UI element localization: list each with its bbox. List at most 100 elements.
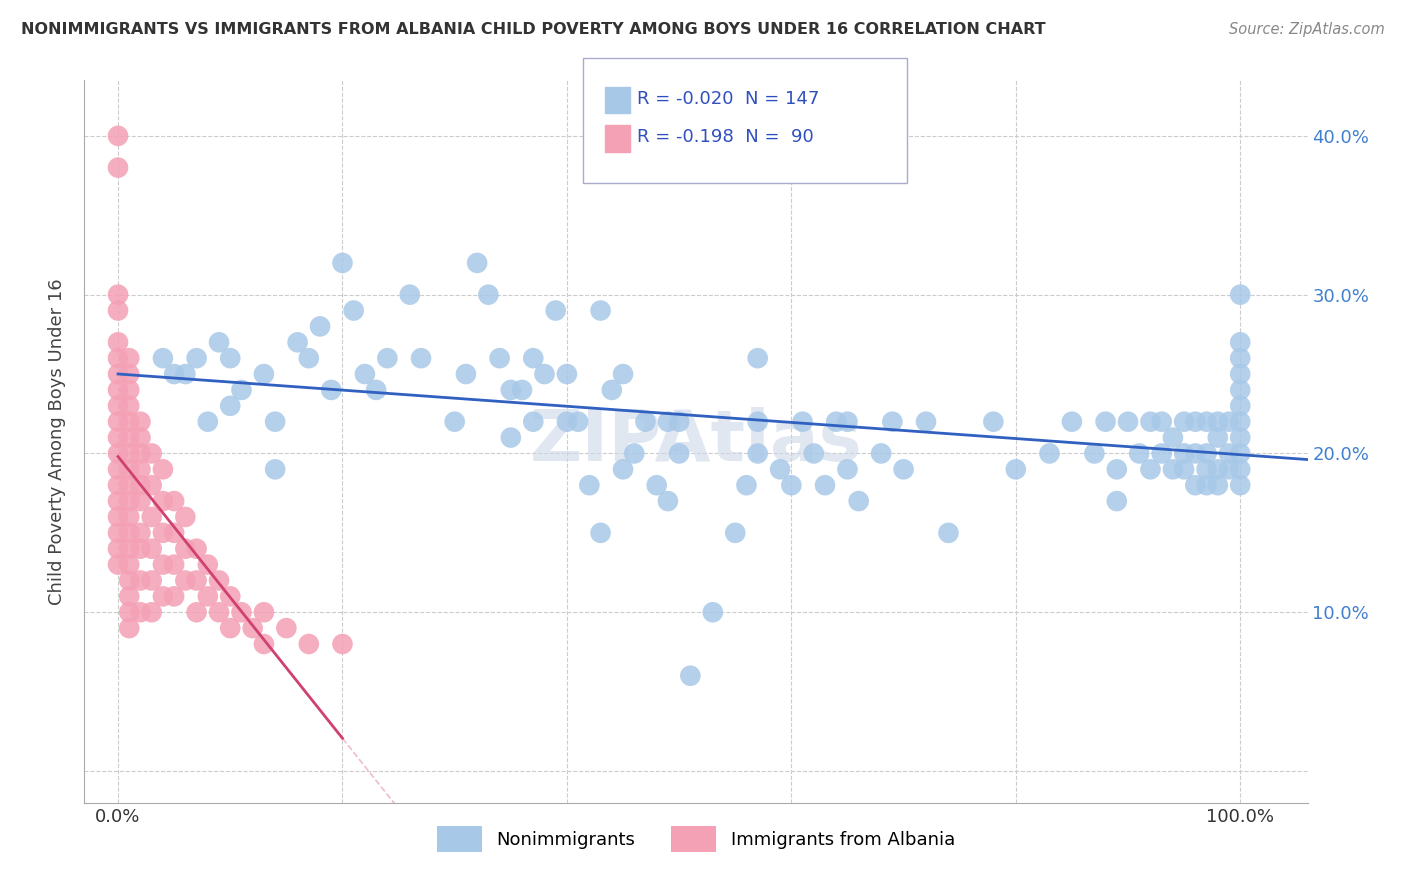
Point xyxy=(1173,446,1195,460)
Point xyxy=(174,541,197,556)
Point xyxy=(118,494,141,508)
Point xyxy=(332,637,354,651)
Point xyxy=(118,558,141,572)
Point xyxy=(152,558,174,572)
Point xyxy=(118,399,141,413)
Point xyxy=(219,399,242,413)
Point xyxy=(567,415,589,429)
Point xyxy=(544,303,567,318)
Point xyxy=(1206,431,1229,445)
Point xyxy=(1116,415,1139,429)
Point xyxy=(1004,462,1026,476)
Point xyxy=(129,541,152,556)
Point xyxy=(668,415,690,429)
Point xyxy=(253,367,276,381)
Point xyxy=(118,367,141,381)
Point xyxy=(107,525,129,540)
Point xyxy=(163,494,186,508)
Point xyxy=(141,541,163,556)
Point xyxy=(893,462,915,476)
Point xyxy=(174,367,197,381)
Point xyxy=(129,494,152,508)
Point xyxy=(657,415,679,429)
Point xyxy=(186,541,208,556)
Point xyxy=(600,383,623,397)
Point xyxy=(702,605,724,619)
Point xyxy=(1161,462,1184,476)
Point xyxy=(129,525,152,540)
Point xyxy=(679,669,702,683)
Point xyxy=(174,510,197,524)
Point xyxy=(118,525,141,540)
Point xyxy=(107,128,129,143)
Point xyxy=(465,256,488,270)
Point xyxy=(780,478,803,492)
Point xyxy=(186,605,208,619)
Point xyxy=(938,525,960,540)
Point xyxy=(589,525,612,540)
Point xyxy=(1173,462,1195,476)
Point xyxy=(1094,415,1116,429)
Point xyxy=(398,287,420,301)
Point xyxy=(186,351,208,366)
Point xyxy=(1105,494,1128,508)
Point xyxy=(264,415,287,429)
Point xyxy=(107,303,129,318)
Point xyxy=(377,351,399,366)
Point xyxy=(589,303,612,318)
Point xyxy=(522,351,544,366)
Point xyxy=(129,446,152,460)
Point xyxy=(152,462,174,476)
Point xyxy=(197,415,219,429)
Point xyxy=(555,415,578,429)
Point xyxy=(208,335,231,350)
Point xyxy=(197,590,219,604)
Point xyxy=(107,446,129,460)
Point xyxy=(1173,415,1195,429)
Point xyxy=(107,383,129,397)
Point xyxy=(298,637,321,651)
Point xyxy=(1139,462,1161,476)
Point xyxy=(983,415,1005,429)
Point xyxy=(129,478,152,492)
Point xyxy=(118,541,141,556)
Point xyxy=(747,351,769,366)
Point xyxy=(825,415,848,429)
Point xyxy=(354,367,377,381)
Point xyxy=(141,574,163,588)
Point xyxy=(253,637,276,651)
Point xyxy=(747,446,769,460)
Point xyxy=(118,415,141,429)
Point xyxy=(118,510,141,524)
Point xyxy=(1195,446,1218,460)
Point xyxy=(107,494,129,508)
Point xyxy=(1218,446,1240,460)
Point xyxy=(208,605,231,619)
Point xyxy=(163,590,186,604)
Point xyxy=(578,478,600,492)
Point xyxy=(488,351,510,366)
Point xyxy=(1060,415,1083,429)
Point xyxy=(477,287,499,301)
Point xyxy=(163,558,186,572)
Point xyxy=(1105,462,1128,476)
Point xyxy=(129,415,152,429)
Point xyxy=(309,319,332,334)
Point xyxy=(152,494,174,508)
Point xyxy=(152,590,174,604)
Point xyxy=(1206,415,1229,429)
Point xyxy=(1184,478,1206,492)
Point xyxy=(163,367,186,381)
Point xyxy=(141,605,163,619)
Point xyxy=(612,462,634,476)
Point xyxy=(510,383,533,397)
Point xyxy=(343,303,366,318)
Point xyxy=(129,462,152,476)
Point xyxy=(1150,446,1173,460)
Point xyxy=(634,415,657,429)
Point xyxy=(107,287,129,301)
Point xyxy=(848,494,870,508)
Point xyxy=(141,510,163,524)
Point xyxy=(174,574,197,588)
Point xyxy=(837,462,859,476)
